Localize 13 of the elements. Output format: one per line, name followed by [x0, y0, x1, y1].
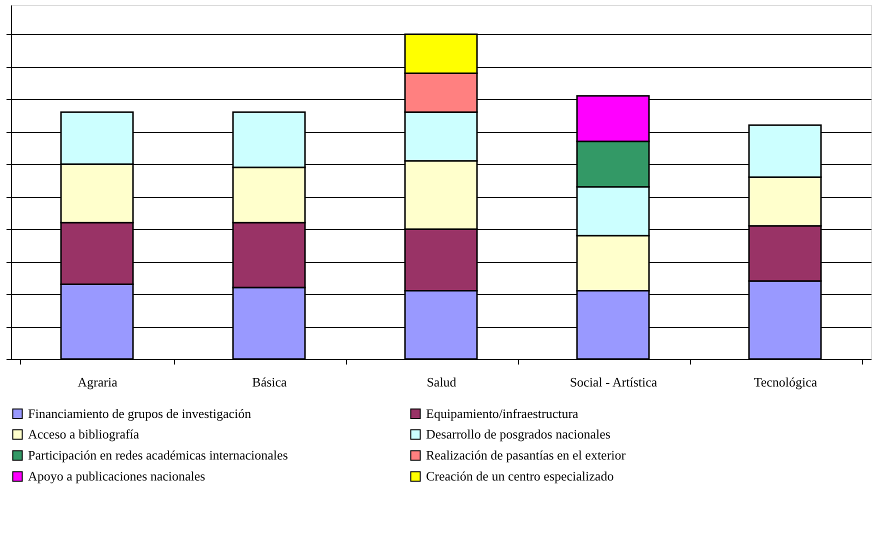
legend-label: Financiamiento de grupos de investigación: [28, 406, 252, 421]
legend-label: Acceso a bibliografía: [28, 426, 140, 442]
x-tick-label: Tecnológica: [754, 374, 818, 390]
legend-label: Apoyo a publicaciones nacionales: [28, 468, 206, 484]
x-tick-label: Básica: [252, 374, 288, 390]
legend-label: Creación de un centro especializado: [426, 468, 614, 484]
x-tick-label: Social - Artística: [570, 374, 658, 390]
legend-label: Equipamiento/infraestructura: [426, 406, 579, 421]
legend-label: Realización de pasantías en el exterior: [426, 448, 626, 462]
x-tick-label: Agraria: [78, 374, 118, 390]
legend-label: Desarrollo de posgrados nacionales: [426, 426, 610, 442]
x-tick-label: Salud: [426, 374, 457, 390]
legend-label: Participación en redes académicas internacionales: [28, 448, 288, 462]
